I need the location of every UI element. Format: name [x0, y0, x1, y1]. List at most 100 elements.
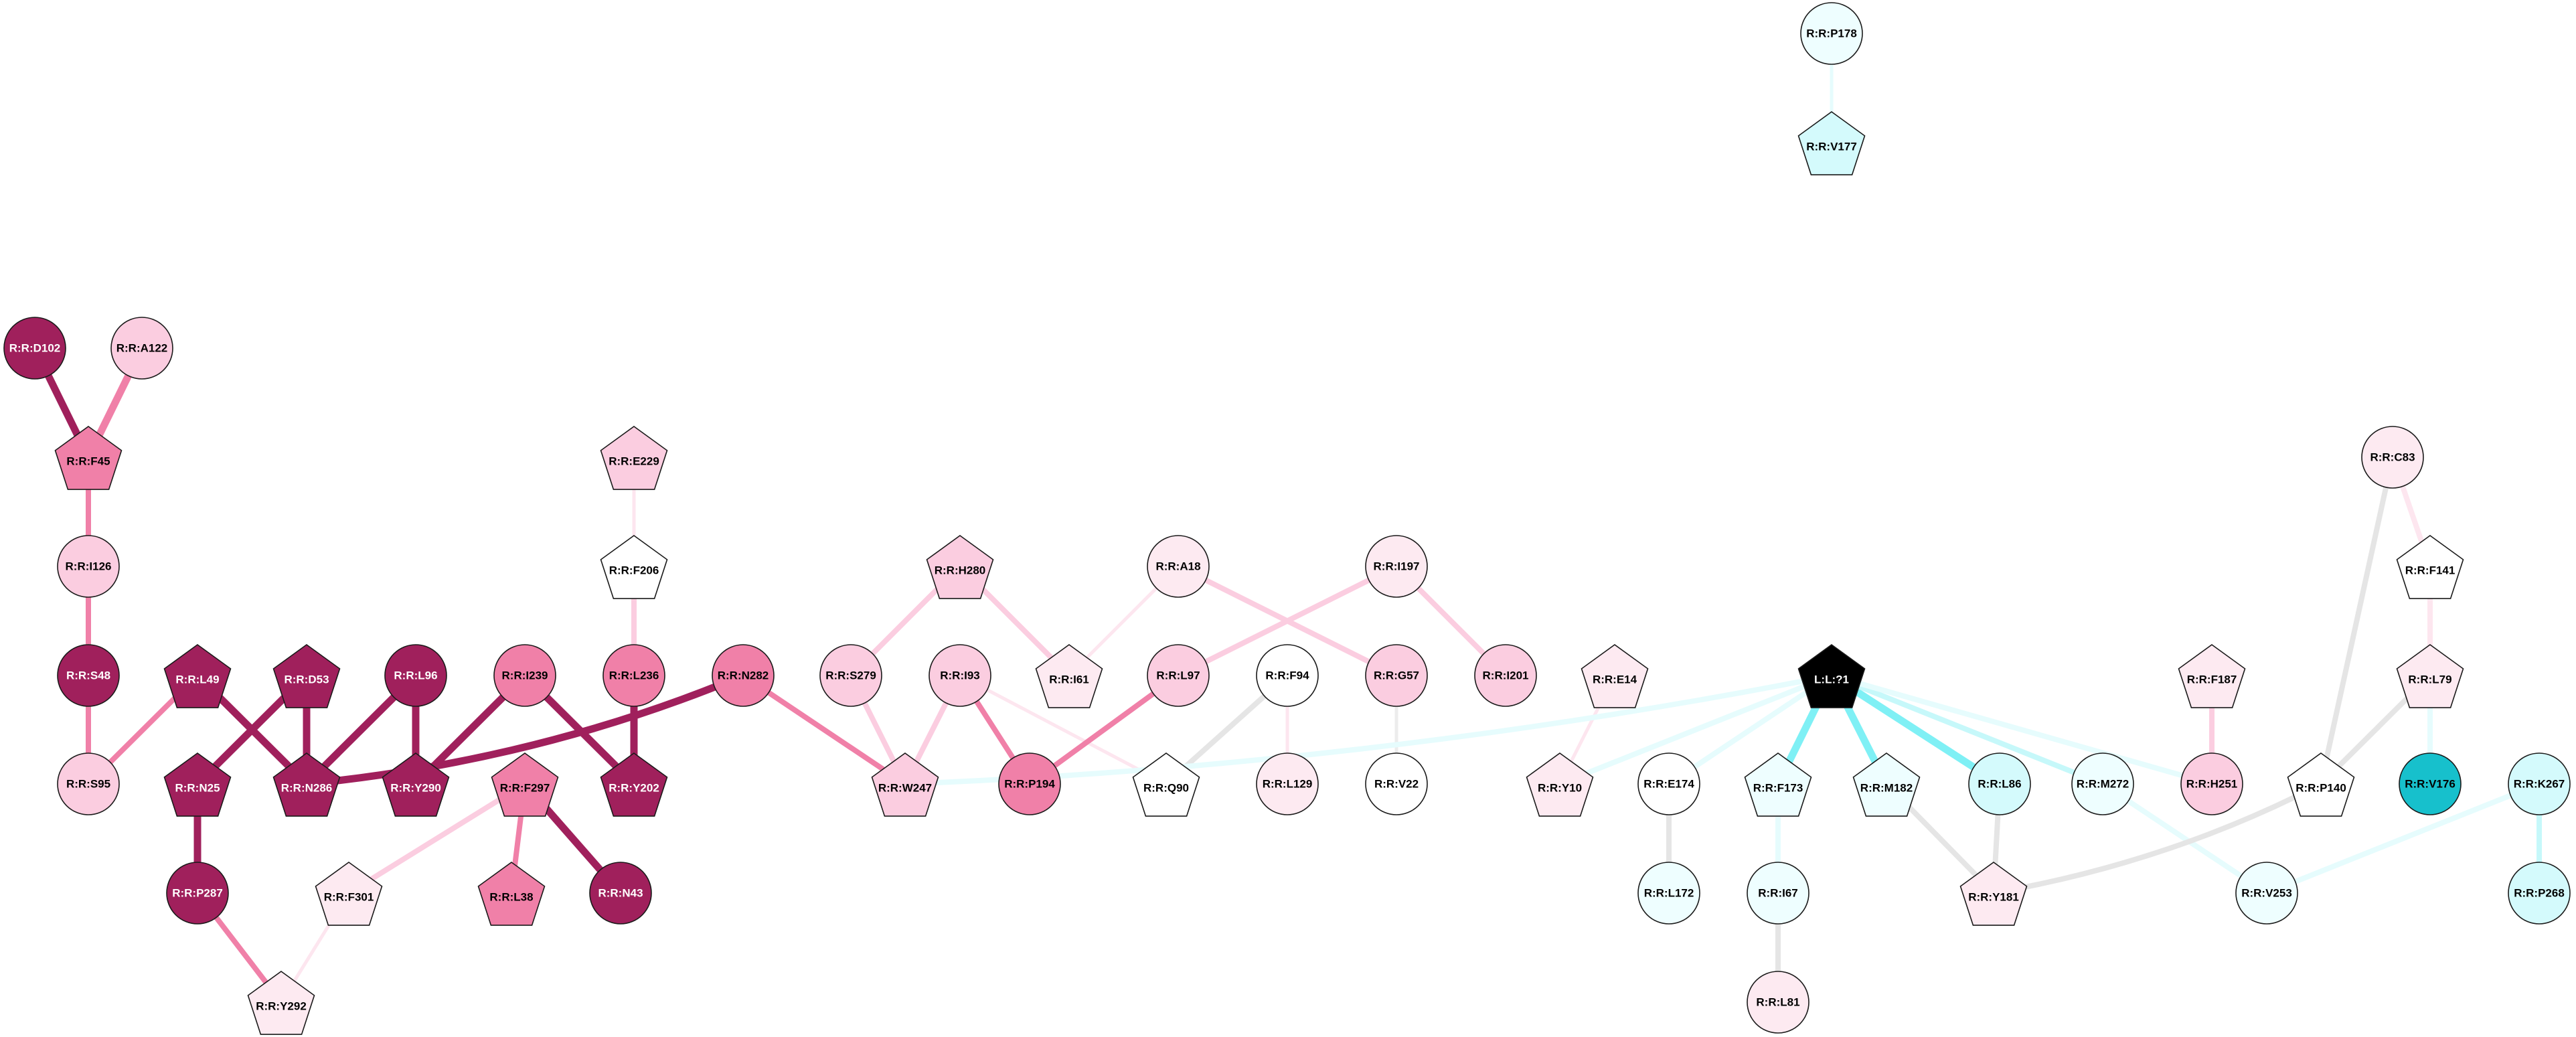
- node-label: R:R:Y292: [256, 1000, 307, 1013]
- node-r-r-a122[interactable]: R:R:A122: [110, 317, 173, 380]
- node-r-r-h251[interactable]: R:R:H251: [2180, 752, 2243, 815]
- node-r-r-y181[interactable]: R:R:Y181: [1959, 862, 2028, 926]
- node-r-r-v253[interactable]: R:R:V253: [2235, 862, 2298, 925]
- node-r-r-s95[interactable]: R:R:S95: [57, 752, 120, 815]
- node-r-r-s279[interactable]: R:R:S279: [819, 644, 882, 707]
- node-label: R:R:P287: [172, 887, 223, 900]
- node-r-r-i239[interactable]: R:R:I239: [493, 644, 556, 707]
- node-l-l-1[interactable]: L:L:?1: [1797, 644, 1866, 708]
- node-r-r-e14[interactable]: R:R:E14: [1581, 644, 1649, 708]
- node-r-r-l86[interactable]: R:R:L86: [1968, 752, 2031, 815]
- node-r-r-y292[interactable]: R:R:Y292: [247, 971, 315, 1035]
- node-r-r-y290[interactable]: R:R:Y290: [382, 752, 450, 817]
- node-r-r-l172[interactable]: R:R:L172: [1637, 862, 1700, 925]
- node-r-r-l79[interactable]: R:R:L79: [2396, 644, 2464, 708]
- node-label: R:R:M182: [1860, 782, 1913, 795]
- node-label: R:R:L86: [1978, 778, 2021, 791]
- pentagon-node-shape: [491, 752, 559, 817]
- node-r-r-v177[interactable]: R:R:V177: [1797, 111, 1866, 175]
- node-r-r-f94[interactable]: R:R:F94: [1256, 644, 1319, 707]
- edge-r-r-p140-to-r-r-y181: [1991, 781, 2324, 896]
- node-r-r-k267[interactable]: R:R:K267: [2508, 752, 2571, 815]
- node-r-r-n286[interactable]: R:R:N286: [272, 752, 341, 817]
- node-r-r-l129[interactable]: R:R:L129: [1256, 752, 1319, 815]
- node-r-r-h280[interactable]: R:R:H280: [926, 535, 994, 599]
- node-r-r-i201[interactable]: R:R:I201: [1474, 644, 1537, 707]
- node-label: R:R:I197: [1374, 560, 1420, 573]
- node-layer: R:R:P178 R:R:V177 R:R:D102 R:R:A122 R:R:F45 R…: [3, 2, 2571, 1035]
- node-r-r-l38[interactable]: R:R:L38: [477, 862, 546, 926]
- node-r-r-d53[interactable]: R:R:D53: [272, 644, 341, 708]
- node-label: R:R:V176: [2405, 778, 2456, 791]
- node-r-r-f141[interactable]: R:R:F141: [2396, 535, 2464, 599]
- node-r-r-l97[interactable]: R:R:L97: [1147, 644, 1210, 707]
- circle-node-shape: [1147, 644, 1210, 707]
- node-r-r-l81[interactable]: R:R:L81: [1747, 971, 1809, 1034]
- node-label: R:R:L236: [609, 669, 659, 682]
- node-r-r-n25[interactable]: R:R:N25: [163, 752, 232, 817]
- node-r-r-e229[interactable]: R:R:E229: [600, 426, 668, 490]
- node-r-r-f187[interactable]: R:R:F187: [2178, 644, 2246, 708]
- node-label: R:R:I126: [66, 560, 112, 573]
- node-label: R:R:N43: [598, 887, 643, 900]
- node-label: R:R:L129: [1263, 778, 1313, 791]
- node-r-r-f301[interactable]: R:R:F301: [315, 862, 383, 926]
- node-r-r-s48[interactable]: R:R:S48: [57, 644, 120, 707]
- node-r-r-g57[interactable]: R:R:G57: [1365, 644, 1428, 707]
- node-r-r-i197[interactable]: R:R:I197: [1365, 535, 1428, 598]
- node-r-r-n43[interactable]: R:R:N43: [589, 862, 652, 925]
- pentagon-node-shape: [1797, 111, 1866, 175]
- node-r-r-d102[interactable]: R:R:D102: [3, 317, 66, 380]
- node-r-r-n282[interactable]: R:R:N282: [712, 644, 775, 707]
- pentagon-node-shape: [54, 426, 123, 490]
- node-r-r-i126[interactable]: R:R:I126: [57, 535, 120, 598]
- node-r-r-p194[interactable]: R:R:P194: [998, 752, 1061, 815]
- circle-node-shape: [2180, 752, 2243, 815]
- node-r-r-q90[interactable]: R:R:Q90: [1132, 752, 1200, 817]
- node-r-r-l236[interactable]: R:R:L236: [602, 644, 665, 707]
- node-r-r-l96[interactable]: R:R:L96: [384, 644, 447, 707]
- node-r-r-l49[interactable]: R:R:L49: [163, 644, 232, 708]
- node-r-r-y202[interactable]: R:R:Y202: [600, 752, 668, 817]
- node-label: R:R:E174: [1643, 778, 1694, 791]
- edge-l-l-1-to-r-r-h251: [1829, 673, 2215, 787]
- node-r-r-p268[interactable]: R:R:P268: [2508, 862, 2571, 925]
- node-label: R:R:S279: [825, 669, 876, 682]
- node-r-r-v176[interactable]: R:R:V176: [2399, 752, 2462, 815]
- node-r-r-f206[interactable]: R:R:F206: [600, 535, 668, 599]
- node-r-r-w247[interactable]: R:R:W247: [871, 752, 939, 817]
- node-r-r-f173[interactable]: R:R:F173: [1744, 752, 1812, 817]
- node-r-r-i93[interactable]: R:R:I93: [929, 644, 991, 707]
- circle-node-shape: [110, 317, 173, 380]
- node-label: R:R:Y202: [609, 782, 659, 795]
- circle-node-shape: [57, 644, 120, 707]
- pentagon-node-shape: [1797, 644, 1866, 708]
- node-label: R:R:F173: [1753, 782, 1803, 795]
- pentagon-node-shape: [382, 752, 450, 817]
- node-label: R:R:N286: [281, 782, 333, 795]
- node-r-r-a18[interactable]: R:R:A18: [1147, 535, 1210, 598]
- node-r-r-e174[interactable]: R:R:E174: [1637, 752, 1700, 815]
- node-label: R:R:F206: [609, 564, 659, 577]
- pentagon-node-shape: [1526, 752, 1594, 817]
- node-r-r-f45[interactable]: R:R:F45: [54, 426, 123, 490]
- node-r-r-y10[interactable]: R:R:Y10: [1526, 752, 1594, 817]
- node-r-r-f297[interactable]: R:R:F297: [491, 752, 559, 817]
- node-r-r-i61[interactable]: R:R:I61: [1035, 644, 1103, 708]
- node-label: R:R:P140: [2296, 782, 2346, 795]
- node-r-r-m272[interactable]: R:R:M272: [2071, 752, 2134, 815]
- node-r-r-p287[interactable]: R:R:P287: [166, 862, 229, 925]
- node-r-r-p140[interactable]: R:R:P140: [2287, 752, 2355, 817]
- circle-node-shape: [2361, 426, 2424, 489]
- pentagon-node-shape: [926, 535, 994, 599]
- circle-node-shape: [1365, 535, 1428, 598]
- circle-node-shape: [1747, 862, 1809, 925]
- node-r-r-i67[interactable]: R:R:I67: [1747, 862, 1809, 925]
- node-r-r-p178[interactable]: R:R:P178: [1800, 2, 1863, 65]
- node-r-r-m182[interactable]: R:R:M182: [1852, 752, 1921, 817]
- node-label: R:R:D53: [284, 673, 329, 686]
- node-label: R:R:H251: [2186, 778, 2238, 791]
- node-r-r-c83[interactable]: R:R:C83: [2361, 426, 2424, 489]
- node-r-r-v22[interactable]: R:R:V22: [1365, 752, 1428, 815]
